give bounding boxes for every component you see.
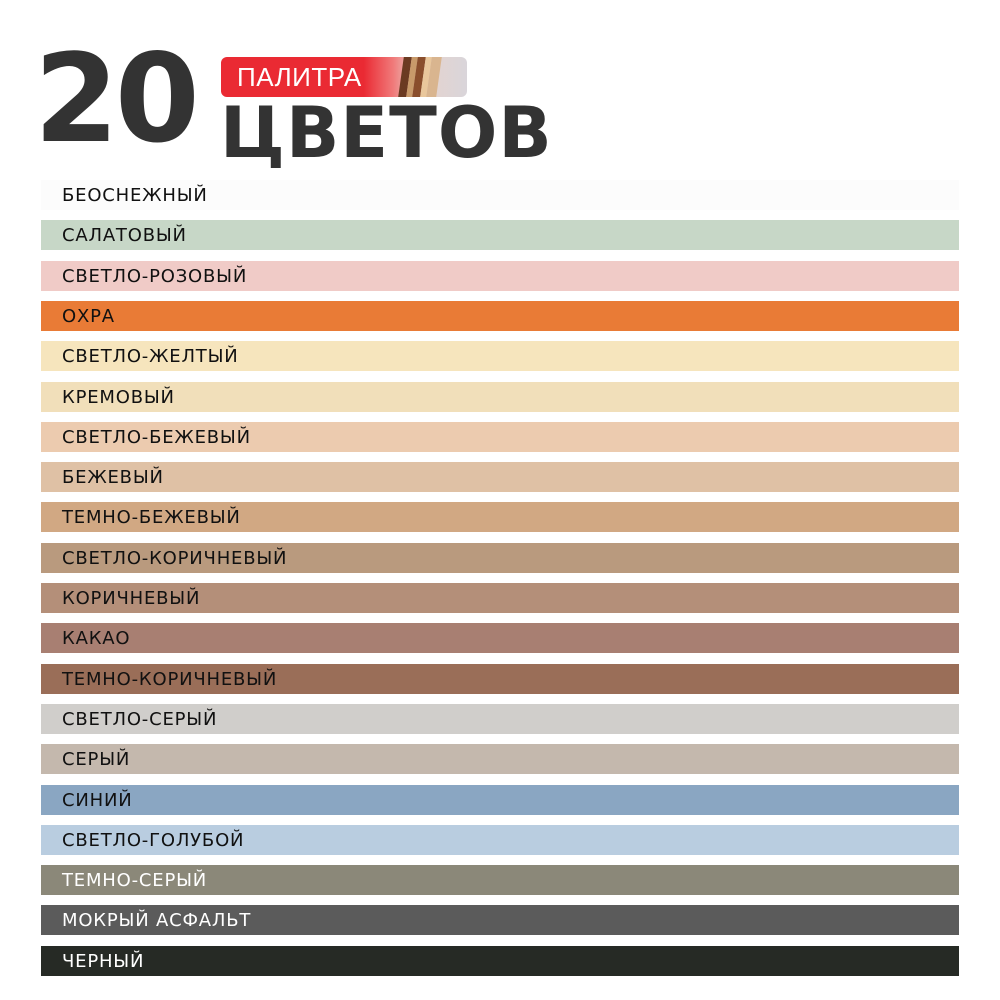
color-swatch: САЛАТОВЫЙ (41, 220, 959, 251)
count-number: 20 (34, 28, 200, 170)
color-name: ТЕМНО-СЕРЫЙ (62, 870, 208, 892)
color-name: СВЕТЛО-КОРИЧНЕВЫЙ (62, 547, 288, 569)
color-name: САЛАТОВЫЙ (62, 225, 187, 247)
color-swatch: КОРИЧНЕВЫЙ (41, 583, 959, 613)
color-swatch: СВЕТЛО-СЕРЫЙ (41, 703, 959, 734)
palette-badge: ПАЛИТРА (221, 57, 467, 97)
color-swatch: БЕОСНЕЖНЫЙ (41, 180, 959, 210)
color-swatch: ЧЕРНЫЙ (41, 945, 959, 976)
color-swatch: ТЕМНО-БЕЖЕВЫЙ (41, 502, 959, 533)
color-swatch: СВЕТЛО-КОРИЧНЕВЫЙ (41, 542, 959, 573)
color-name: СВЕТЛО-СЕРЫЙ (62, 708, 218, 730)
color-name: СВЕТЛО-РОЗОВЫЙ (62, 265, 248, 287)
color-swatch: КРЕМОВЫЙ (41, 381, 959, 412)
color-swatch: СВЕТЛО-БЕЖЕВЫЙ (41, 421, 959, 452)
color-name: ЧЕРНЫЙ (62, 950, 145, 972)
color-name: КОРИЧНЕВЫЙ (62, 588, 201, 609)
color-name: СВЕТЛО-ЖЕЛТЫЙ (62, 346, 239, 368)
color-swatch: БЕЖЕВЫЙ (41, 462, 959, 493)
color-name: СВЕТЛО-БЕЖЕВЫЙ (62, 426, 251, 448)
color-swatch: СВЕТЛО-ЖЕЛТЫЙ (41, 341, 959, 372)
color-name: ТЕМНО-БЕЖЕВЫЙ (62, 507, 241, 529)
color-swatch: ОХРА (41, 300, 959, 331)
color-name: БЕЖЕВЫЙ (62, 467, 164, 489)
color-name: СИНИЙ (62, 789, 133, 811)
badge-label: ПАЛИТРА (237, 62, 362, 92)
color-name: МОКРЫЙ АСФАЛЬТ (62, 910, 252, 932)
color-swatch: СВЕТЛО-ГОЛУБОЙ (41, 824, 959, 855)
color-name: ТЕМНО-КОРИЧНЕВЫЙ (62, 668, 278, 690)
page-title: ЦВЕТОВ (220, 92, 553, 174)
color-swatch: СВЕТЛО-РОЗОВЫЙ (41, 260, 959, 291)
color-name: ОХРА (62, 305, 115, 327)
color-swatch: ТЕМНО-СЕРЫЙ (41, 865, 959, 896)
color-swatch: МОКРЫЙ АСФАЛЬТ (41, 905, 959, 936)
color-name: КАКАО (62, 628, 131, 650)
color-swatch: СИНИЙ (41, 784, 959, 815)
color-name: БЕОСНЕЖНЫЙ (62, 185, 208, 206)
color-swatch: ТЕМНО-КОРИЧНЕВЫЙ (41, 663, 959, 694)
color-name: СЕРЫЙ (62, 749, 131, 771)
color-swatch: СЕРЫЙ (41, 744, 959, 775)
color-swatch: КАКАО (41, 623, 959, 654)
color-name: СВЕТЛО-ГОЛУБОЙ (62, 829, 245, 851)
color-name: КРЕМОВЫЙ (62, 386, 175, 408)
